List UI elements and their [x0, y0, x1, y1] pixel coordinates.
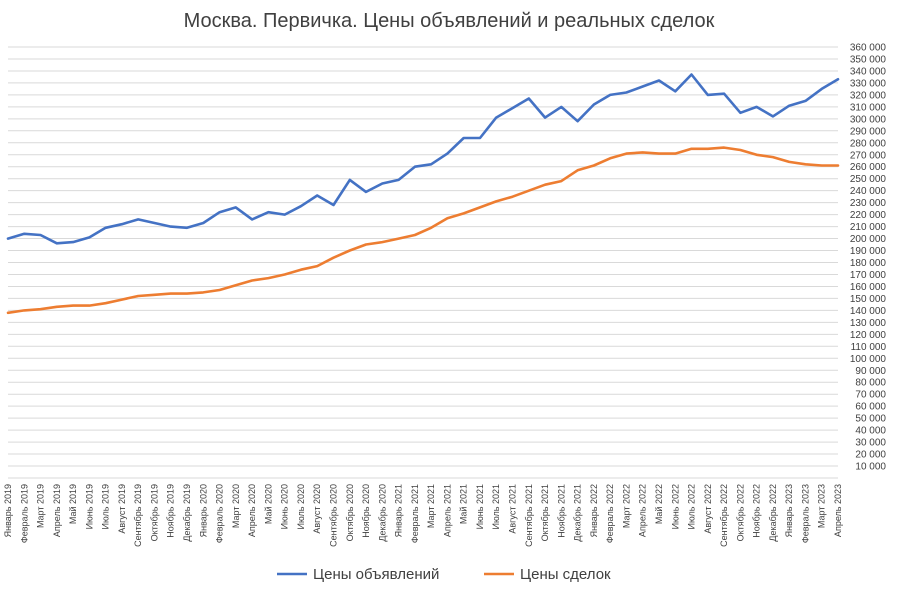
x-tick-label: Февраль 2020 — [215, 484, 225, 543]
y-tick-label: 140 000 — [850, 306, 887, 317]
x-tick-label: Март 2019 — [36, 484, 46, 528]
y-tick-label: 310 000 — [850, 102, 887, 113]
y-tick-label: 100 000 — [850, 354, 887, 365]
y-tick-label: 170 000 — [850, 270, 887, 281]
series-line-2 — [6, 146, 840, 315]
x-tick-label: Январь 2020 — [198, 484, 208, 537]
x-tick-label: Июнь 2022 — [670, 484, 680, 529]
x-tick-label: Март 2020 — [231, 484, 241, 528]
y-tick-label: 210 000 — [850, 222, 887, 233]
x-tick-label: Ноябрь 2019 — [166, 484, 176, 538]
x-tick-label: Февраль 2019 — [19, 484, 29, 543]
x-tick-label: Март 2021 — [426, 484, 436, 528]
x-tick-label: Октябрь 2019 — [149, 484, 159, 541]
x-tick-label: Ноябрь 2021 — [556, 484, 566, 538]
y-tick-label: 250 000 — [850, 174, 887, 185]
y-tick-label: 130 000 — [850, 318, 887, 329]
grid-lines — [8, 46, 838, 479]
x-tick-label: Декабрь 2019 — [182, 484, 192, 542]
x-tick-label: Апрель 2023 — [833, 484, 843, 537]
x-tick-label: Август 2021 — [508, 484, 518, 534]
y-tick-label: 360 000 — [850, 43, 887, 54]
y-tick-label: 150 000 — [850, 294, 887, 305]
y-tick-label: 280 000 — [850, 138, 887, 149]
y-tick-label: 270 000 — [850, 150, 887, 161]
x-tick-label: Октябрь 2022 — [735, 484, 745, 541]
x-tick-label: Июнь 2020 — [280, 484, 290, 529]
x-tick-label: Сентябрь 2020 — [328, 484, 338, 547]
y-tick-label: 260 000 — [850, 162, 887, 173]
x-tick-label: Июль 2022 — [687, 484, 697, 529]
y-tick-label: 290 000 — [850, 126, 887, 137]
y-tick-label: 180 000 — [850, 258, 887, 269]
legend-label: Цены сделок — [520, 566, 611, 583]
x-tick-label: Январь 2023 — [784, 484, 794, 537]
y-tick-label: 160 000 — [850, 282, 887, 293]
x-tick-label: Июнь 2019 — [84, 484, 94, 529]
y-tick-label: 80 000 — [855, 378, 886, 389]
y-tick-label: 50 000 — [855, 414, 886, 425]
x-tick-label: Май 2019 — [68, 484, 78, 524]
x-tick-label: Февраль 2022 — [605, 484, 615, 543]
y-tick-label: 350 000 — [850, 54, 887, 65]
x-tick-label: Январь 2021 — [394, 484, 404, 537]
x-tick-label: Август 2020 — [312, 484, 322, 534]
y-tick-label: 320 000 — [850, 90, 887, 101]
x-tick-label: Сентябрь 2022 — [719, 484, 729, 547]
x-tick-label: Январь 2019 — [3, 484, 13, 537]
y-tick-label: 240 000 — [850, 186, 887, 197]
y-tick-label: 220 000 — [850, 210, 887, 221]
y-tick-label: 230 000 — [850, 198, 887, 209]
x-axis-ticks: Январь 2019 Февраль 2019 Март 2019 Апрель 2… — [3, 484, 843, 547]
legend-label: Цены объявлений — [313, 566, 439, 583]
x-tick-label: Апрель 2020 — [247, 484, 257, 537]
y-tick-label: 330 000 — [850, 78, 887, 89]
y-tick-label: 40 000 — [855, 426, 886, 437]
x-tick-label: Ноябрь 2020 — [361, 484, 371, 538]
x-tick-label: Сентябрь 2019 — [133, 484, 143, 547]
y-tick-label: 90 000 — [855, 366, 886, 377]
x-tick-label: Февраль 2023 — [800, 484, 810, 543]
x-tick-label: Сентябрь 2021 — [524, 484, 534, 547]
y-tick-label: 30 000 — [855, 438, 886, 449]
x-tick-label: Май 2020 — [263, 484, 273, 524]
x-tick-label: Апрель 2021 — [442, 484, 452, 537]
y-tick-label: 200 000 — [850, 234, 887, 245]
y-tick-label: 110 000 — [851, 342, 887, 353]
x-tick-label: Февраль 2021 — [410, 484, 420, 543]
y-tick-label: 120 000 — [850, 330, 887, 341]
y-tick-label: 190 000 — [850, 246, 887, 257]
y-tick-label: 60 000 — [855, 402, 886, 413]
x-tick-label: Май 2022 — [654, 484, 664, 524]
x-tick-label: Октябрь 2021 — [540, 484, 550, 541]
x-tick-label: Октябрь 2020 — [345, 484, 355, 541]
x-tick-label: Июль 2020 — [296, 484, 306, 529]
y-tick-label: 20 000 — [855, 450, 886, 461]
x-tick-label: Декабрь 2020 — [377, 484, 387, 542]
x-tick-label: Апрель 2019 — [52, 484, 62, 537]
x-tick-label: Декабрь 2021 — [573, 484, 583, 542]
x-tick-label: Апрель 2022 — [638, 484, 648, 537]
x-tick-label: Июль 2019 — [101, 484, 111, 529]
x-tick-label: Июнь 2021 — [475, 484, 485, 529]
x-tick-label: Март 2022 — [621, 484, 631, 528]
chart-title: Москва. Первичка. Цены объявлений и реал… — [184, 10, 715, 32]
x-tick-label: Август 2019 — [117, 484, 127, 534]
y-tick-label: 340 000 — [850, 66, 887, 77]
x-tick-label: Ноябрь 2022 — [752, 484, 762, 538]
x-tick-label: Декабрь 2022 — [768, 484, 778, 542]
y-tick-label: 10 000 — [855, 462, 886, 473]
x-tick-label: Июль 2021 — [491, 484, 501, 529]
y-tick-label: 70 000 — [855, 390, 886, 401]
legend: Цены объявлений Цены сделок — [277, 566, 611, 583]
x-tick-label: Март 2023 — [817, 484, 827, 528]
x-tick-label: Май 2021 — [459, 484, 469, 524]
x-tick-label: Январь 2022 — [589, 484, 599, 537]
y-tick-label: 300 000 — [850, 114, 887, 125]
x-tick-label: Август 2022 — [703, 484, 713, 534]
series-line-1 — [6, 73, 840, 245]
series-lines — [6, 73, 840, 315]
